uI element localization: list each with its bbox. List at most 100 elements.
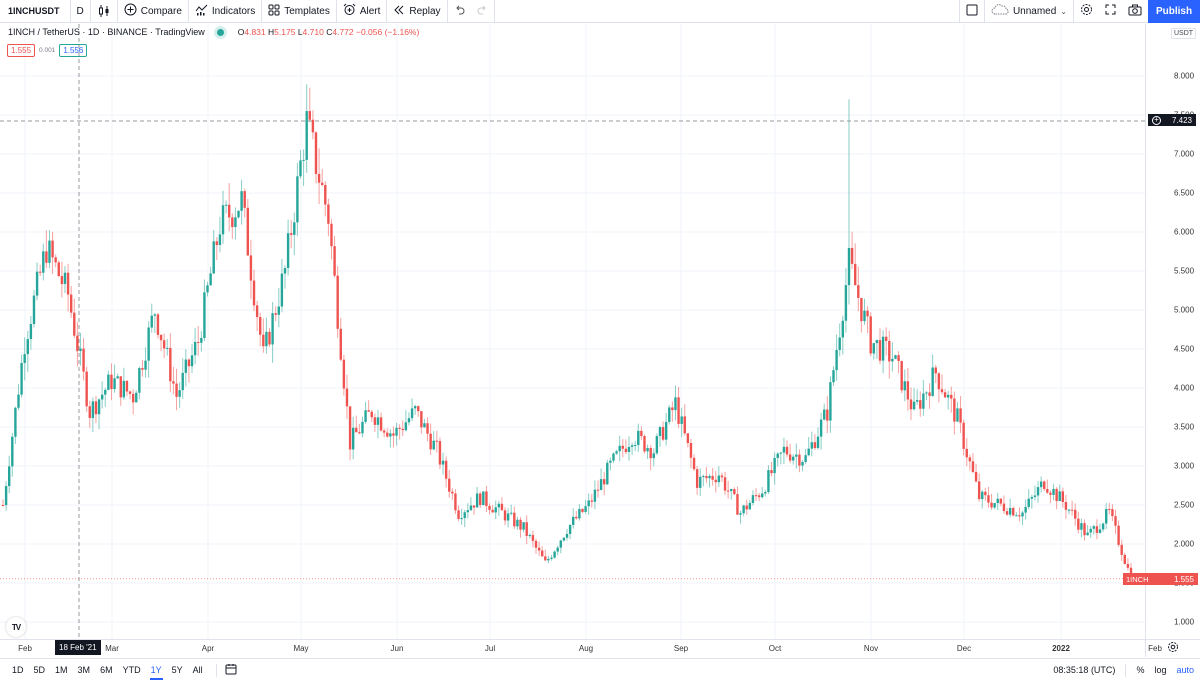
plus-circle-icon (124, 3, 137, 19)
range-button-5y[interactable]: 5Y (171, 665, 183, 675)
divider (215, 663, 217, 677)
goto-date-calendar-icon[interactable] (225, 663, 237, 677)
high-label: H (268, 27, 275, 37)
redo-button[interactable] (471, 0, 495, 23)
axis-settings-button[interactable] (1145, 639, 1200, 657)
time-tick-label: Mar (105, 644, 119, 653)
alarm-clock-icon (343, 3, 356, 19)
price-tick-label: 6.500 (1174, 188, 1195, 198)
range-button-1d[interactable]: 1D (12, 665, 24, 675)
open-label: O (237, 27, 245, 37)
spread-value: 0.001 (39, 47, 56, 54)
symbol-search-button[interactable]: 1INCHUSDT (0, 0, 71, 23)
candlestick-chart[interactable] (0, 24, 1156, 639)
square-icon (966, 4, 978, 19)
time-tick-label: Apr (201, 644, 215, 653)
price-tick-label: 4.500 (1174, 344, 1195, 354)
divider (1125, 663, 1127, 677)
publish-button[interactable]: Publish (1148, 0, 1200, 23)
templates-grid-icon (268, 4, 280, 19)
compare-button[interactable]: Compare (118, 0, 189, 23)
symbol-label: 1INCHUSDT (8, 6, 60, 16)
alert-button[interactable]: Alert (337, 0, 388, 23)
date-range-selector: 1D 5D 1M 3M 6M YTD 1Y 5Y All (0, 665, 208, 680)
market-status-dot (216, 28, 224, 36)
time-tick-label: Aug (578, 644, 594, 653)
time-tick-label: May (293, 644, 309, 653)
buy-sell-panel: 1.555 0.001 1.556 (7, 44, 88, 57)
sell-button[interactable]: 1.555 (7, 44, 36, 57)
indicators-icon (195, 3, 208, 19)
chart-type-button[interactable] (91, 0, 118, 23)
crosshair-price-label: + 7.423 (1148, 114, 1196, 126)
templates-button[interactable]: Templates (262, 0, 337, 23)
top-toolbar: 1INCHUSDT D Compare Indicators Templates… (0, 0, 1200, 23)
time-tick-label: Jun (390, 644, 404, 653)
snapshot-button[interactable] (1122, 0, 1148, 23)
publish-label: Publish (1155, 5, 1193, 17)
open-value: 4.831 (244, 27, 266, 37)
time-tick-label: Sep (673, 644, 689, 653)
range-button-all[interactable]: All (192, 665, 203, 675)
range-button-5d[interactable]: 5D (33, 665, 46, 675)
gear-icon (1167, 640, 1179, 658)
settings-button[interactable] (1074, 0, 1099, 23)
add-alert-plus-icon[interactable]: + (1152, 115, 1161, 125)
close-label: C (326, 27, 333, 37)
time-axis[interactable]: Feb Mar Apr May Jun Jul Aug Sep Oct Nov Dec 2022 Feb (0, 639, 1162, 657)
interval-button[interactable]: D (71, 0, 91, 23)
range-button-1y[interactable]: 1Y (146, 665, 167, 680)
bottom-right-controls: 08:35:18 (UTC) % log auto (1053, 663, 1200, 677)
tradingview-logo[interactable]: TV (6, 617, 26, 637)
bottom-toolbar: 1D 5D 1M 3M 6M YTD 1Y 5Y All 08:35:18 (UTC) % lo… (0, 658, 1200, 681)
price-tick-label: 1.000 (1174, 617, 1195, 627)
price-tick-label: 6.000 (1174, 227, 1195, 237)
price-tick-label: 3.500 (1174, 422, 1195, 432)
time-tick-label: Jul (484, 644, 496, 653)
clock-timezone[interactable]: 08:35:18 (UTC) (1053, 665, 1116, 675)
legend-title: 1INCH / TetherUS · 1D · BINANCE · Tradin… (8, 27, 205, 37)
chevron-down-icon: ⌄ (1060, 6, 1067, 16)
close-value: 4.772 (332, 27, 354, 37)
rewind-icon (393, 4, 405, 19)
log-scale-toggle[interactable]: log (1154, 665, 1167, 675)
chart-pane[interactable] (0, 24, 1156, 639)
camera-icon (1128, 4, 1142, 19)
indicators-button[interactable]: Indicators (189, 0, 263, 23)
range-button-1m[interactable]: 1M (55, 665, 68, 675)
buy-button[interactable]: 1.556 (59, 44, 88, 57)
templates-label: Templates (284, 5, 330, 17)
time-tick-label: Feb (18, 644, 32, 653)
layout-toggle-button[interactable] (958, 0, 985, 23)
range-button-3m[interactable]: 3M (77, 665, 91, 675)
high-value: 5.175 (274, 27, 296, 37)
gear-icon (1080, 3, 1093, 19)
price-tick-label: 5.500 (1174, 266, 1195, 276)
price-tick-label: 2.500 (1174, 500, 1195, 510)
fullscreen-icon (1105, 4, 1116, 18)
ohlc-values: O4.831 H5.175 L4.710 C4.772 −0.056 (−1.1… (238, 27, 420, 37)
undo-button[interactable] (448, 0, 471, 23)
replay-label: Replay (409, 5, 441, 17)
time-tick-label: Feb (1148, 644, 1162, 653)
fullscreen-button[interactable] (1099, 0, 1122, 23)
auto-scale-toggle[interactable]: auto (1176, 665, 1194, 675)
price-tick-label: 4.000 (1174, 383, 1195, 393)
replay-button[interactable]: Replay (387, 0, 448, 23)
alert-label: Alert (359, 5, 381, 17)
range-button-ytd[interactable]: YTD (122, 665, 141, 675)
price-tick-label: 5.000 (1174, 305, 1195, 315)
price-tick-label: 3.000 (1174, 461, 1195, 471)
percent-scale-toggle[interactable]: % (1136, 665, 1145, 675)
indicators-label: Indicators (211, 5, 256, 17)
currency-badge[interactable]: USDT (1171, 28, 1197, 39)
layout-name-button[interactable]: Unnamed ⌄ (985, 0, 1074, 23)
crosshair-price-value: 7.423 (1171, 115, 1192, 125)
chart-legend: 1INCH / TetherUS · 1D · BINANCE · Tradin… (8, 27, 419, 37)
time-tick-label: Nov (863, 644, 879, 653)
price-tick-label: 2.000 (1174, 539, 1195, 549)
range-button-6m[interactable]: 6M (100, 665, 113, 675)
low-label: L (297, 27, 303, 37)
price-tick-label: 8.000 (1174, 71, 1195, 81)
change-value: −0.056 (−1.16%) (356, 27, 420, 37)
